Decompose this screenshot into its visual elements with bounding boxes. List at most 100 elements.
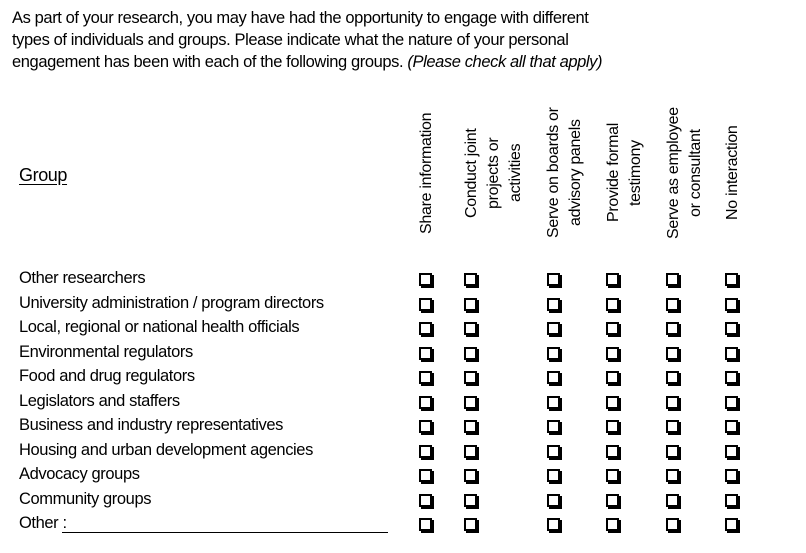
checkbox-icon[interactable] — [725, 420, 738, 433]
checkbox-icon[interactable] — [419, 493, 432, 507]
checkbox-icon[interactable] — [666, 518, 679, 531]
column-header-provide-formal-testimony: Provide formal testimony — [605, 123, 644, 223]
row-label: Business and industry representatives — [19, 416, 284, 434]
checkbox-icon[interactable] — [547, 395, 560, 409]
checkbox-icon[interactable] — [606, 493, 619, 507]
checkbox-icon[interactable] — [725, 469, 738, 482]
checkbox-icon[interactable] — [464, 469, 477, 482]
checkbox-icon[interactable] — [419, 297, 432, 311]
checkbox-icon[interactable] — [666, 395, 679, 409]
column-header-serve-as-employee: Serve as employee or consultant — [665, 107, 704, 239]
checkbox-icon[interactable] — [606, 518, 619, 531]
row-label: Food and drug regulators — [19, 367, 195, 385]
checkbox-icon[interactable] — [547, 420, 560, 433]
row-label: Housing and urban development agencies — [19, 440, 313, 459]
checkbox-icon[interactable] — [547, 518, 560, 531]
checkbox-icon[interactable] — [606, 322, 619, 335]
table-row: Other researchers — [0, 267, 806, 292]
checkbox-icon[interactable] — [419, 469, 432, 482]
checkbox-icon[interactable] — [547, 469, 560, 482]
checkbox-icon[interactable] — [419, 444, 432, 458]
checkbox-icon[interactable] — [666, 469, 679, 482]
checkbox-icon[interactable] — [464, 297, 477, 311]
checkbox-icon[interactable] — [606, 395, 619, 409]
intro-line-2: types of individuals and groups. Please … — [12, 31, 569, 49]
column-header-share-information: Share information — [418, 112, 435, 234]
checkbox-icon[interactable] — [725, 322, 738, 335]
checkbox-icon[interactable] — [419, 395, 432, 409]
table-row: Local, regional or national health offic… — [0, 316, 806, 341]
checkbox-icon[interactable] — [464, 420, 477, 433]
row-label: University administration / program dire… — [19, 293, 324, 312]
checkbox-icon[interactable] — [547, 273, 560, 286]
checkbox-icon[interactable] — [464, 322, 477, 335]
checkbox-icon[interactable] — [419, 371, 432, 384]
checkbox-icon[interactable] — [419, 518, 432, 531]
checkbox-icon[interactable] — [547, 371, 560, 384]
checkbox-icon[interactable] — [666, 273, 679, 286]
checkbox-icon[interactable] — [547, 346, 560, 360]
checkbox-icon[interactable] — [725, 273, 738, 286]
checkbox-grid: Other researchers University administrat… — [0, 267, 806, 537]
checkbox-icon[interactable] — [666, 444, 679, 458]
row-label: Advocacy groups — [19, 465, 140, 483]
checkbox-icon[interactable] — [666, 346, 679, 360]
checkbox-icon[interactable] — [419, 420, 432, 433]
checkbox-icon[interactable] — [419, 322, 432, 335]
row-label: Other researchers — [19, 269, 146, 287]
checkbox-icon[interactable] — [606, 444, 619, 458]
checkbox-icon[interactable] — [547, 444, 560, 458]
checkbox-icon[interactable] — [464, 493, 477, 507]
table-row: Advocacy groups — [0, 463, 806, 488]
checkbox-icon[interactable] — [464, 444, 477, 458]
intro-line-1: As part of your research, you may have h… — [12, 9, 589, 27]
table-row: Environmental regulators — [0, 341, 806, 366]
intro-note-italic: (Please check all that apply) — [407, 53, 603, 71]
row-label: Community groups — [19, 489, 152, 508]
checkbox-icon[interactable] — [464, 518, 477, 531]
checkbox-icon[interactable] — [464, 273, 477, 286]
checkbox-icon[interactable] — [419, 273, 432, 286]
checkbox-icon[interactable] — [725, 395, 738, 409]
checkbox-icon[interactable] — [725, 346, 738, 360]
checkbox-icon[interactable] — [606, 371, 619, 384]
checkbox-icon[interactable] — [666, 420, 679, 433]
checkbox-icon[interactable] — [606, 420, 619, 433]
checkbox-icon[interactable] — [725, 371, 738, 384]
checkbox-icon[interactable] — [547, 493, 560, 507]
table-row: Housing and urban development agencies — [0, 439, 806, 464]
checkbox-icon[interactable] — [666, 371, 679, 384]
checkbox-icon[interactable] — [464, 371, 477, 384]
checkbox-icon[interactable] — [606, 469, 619, 482]
row-label: Environmental regulators — [19, 342, 193, 361]
checkbox-icon[interactable] — [464, 346, 477, 360]
table-row: Community groups — [0, 488, 806, 513]
column-header-conduct-joint-projects: Conduct joint projects or activities — [463, 128, 524, 218]
checkbox-icon[interactable] — [606, 346, 619, 360]
checkbox-icon[interactable] — [725, 297, 738, 311]
column-header-no-interaction: No interaction — [724, 125, 741, 221]
checkbox-icon[interactable] — [606, 297, 619, 311]
checkbox-icon[interactable] — [606, 273, 619, 286]
checkbox-icon[interactable] — [725, 444, 738, 458]
table-row: Legislators and staffers — [0, 390, 806, 415]
checkbox-icon[interactable] — [666, 322, 679, 335]
other-fill-in-line[interactable] — [62, 532, 388, 533]
intro-line-3: engagement has been with each of the fol… — [12, 53, 408, 71]
table-row-other: Other : — [0, 512, 806, 537]
row-label: Other : — [19, 514, 67, 532]
checkbox-icon[interactable] — [547, 322, 560, 335]
intro-paragraph: As part of your research, you may have h… — [12, 7, 603, 73]
row-label: Local, regional or national health offic… — [19, 318, 300, 336]
checkbox-icon[interactable] — [725, 493, 738, 507]
table-row: Food and drug regulators — [0, 365, 806, 390]
row-label: Legislators and staffers — [19, 391, 180, 410]
group-column-heading: Group — [19, 165, 68, 185]
checkbox-icon[interactable] — [666, 493, 679, 507]
checkbox-icon[interactable] — [725, 518, 738, 531]
checkbox-icon[interactable] — [419, 346, 432, 360]
checkbox-icon[interactable] — [464, 395, 477, 409]
checkbox-icon[interactable] — [666, 297, 679, 311]
checkbox-icon[interactable] — [547, 297, 560, 311]
column-header-serve-on-boards: Serve on boards or advisory panels — [545, 107, 584, 239]
